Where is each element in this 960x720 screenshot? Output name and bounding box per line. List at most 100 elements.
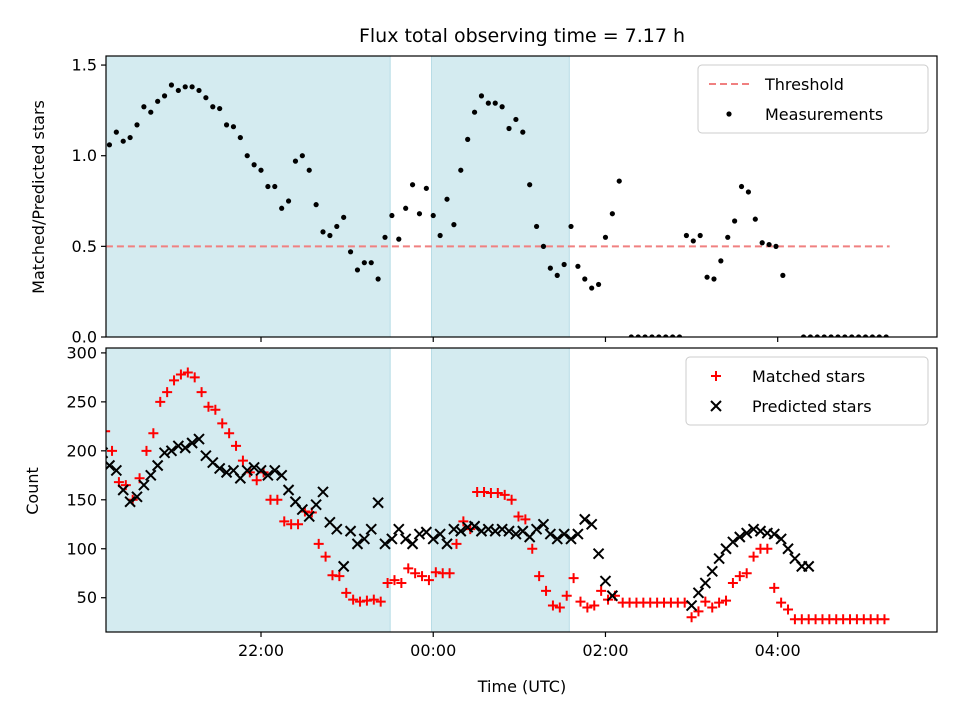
matched-star-point bbox=[444, 568, 455, 579]
measurement-point bbox=[883, 334, 889, 337]
measurement-point bbox=[148, 109, 154, 115]
matched-star-point bbox=[217, 418, 228, 429]
predicted-star-point bbox=[503, 525, 515, 537]
predicted-star-point bbox=[344, 525, 357, 537]
matched-star-point bbox=[568, 573, 579, 584]
predicted-star-point bbox=[310, 498, 322, 511]
predicted-star-point bbox=[172, 440, 185, 452]
measurement-point bbox=[299, 153, 305, 159]
measurement-point bbox=[478, 93, 485, 99]
measurement-point bbox=[458, 167, 464, 173]
measurement-point bbox=[876, 334, 882, 337]
matched-star-point bbox=[203, 401, 214, 412]
matched-star-point bbox=[341, 587, 352, 598]
matched-star-point bbox=[403, 563, 414, 574]
x-tick-label: 00:00 bbox=[410, 641, 456, 660]
measurement-point bbox=[389, 212, 395, 219]
measurement-point bbox=[745, 189, 752, 195]
measurement-point bbox=[628, 334, 634, 337]
matched-star-point bbox=[251, 475, 262, 486]
measurement-point bbox=[265, 183, 271, 190]
matched-star-point bbox=[231, 440, 242, 451]
matched-star-point bbox=[721, 595, 732, 606]
measurement-point bbox=[738, 183, 745, 190]
predicted-star-point bbox=[706, 565, 718, 577]
predicted-star-point bbox=[747, 523, 760, 535]
legend-measurements-swatch bbox=[726, 111, 732, 117]
matched-star-point bbox=[727, 578, 738, 589]
measurement-point bbox=[175, 87, 181, 94]
matched-star-point bbox=[148, 428, 159, 439]
y-tick-label: 1.5 bbox=[72, 56, 97, 75]
measurement-point bbox=[354, 267, 361, 273]
measurement-point bbox=[807, 334, 814, 337]
measurement-point bbox=[547, 265, 553, 271]
measurement-point bbox=[869, 334, 876, 337]
matched-star-point bbox=[547, 600, 558, 611]
predicted-star-point bbox=[255, 464, 267, 477]
predicted-star-point bbox=[475, 525, 488, 537]
predicted-star-point bbox=[337, 560, 350, 573]
measurement-point bbox=[513, 116, 519, 123]
matched-star-point bbox=[596, 585, 607, 596]
measurement-point bbox=[849, 334, 855, 337]
measurement-point bbox=[609, 211, 615, 217]
measurement-point bbox=[718, 258, 724, 264]
axes-frame bbox=[105, 55, 938, 338]
predicted-star-point bbox=[592, 547, 605, 560]
measurement-point bbox=[862, 334, 869, 337]
measurement-point bbox=[635, 334, 641, 337]
matched-star-point bbox=[417, 571, 428, 582]
measurement-point bbox=[244, 153, 250, 159]
measurement-point bbox=[704, 274, 710, 280]
measurement-point bbox=[320, 229, 326, 235]
predicted-star-point bbox=[117, 484, 129, 496]
matched-star-point bbox=[237, 455, 248, 466]
matched-star-point bbox=[224, 428, 235, 439]
measurement-point bbox=[396, 236, 402, 242]
predicted-star-point bbox=[406, 538, 419, 550]
measurement-point bbox=[554, 272, 560, 278]
measurement-point bbox=[217, 105, 223, 112]
observing-window-shade bbox=[431, 56, 570, 337]
measurement-point bbox=[766, 241, 772, 248]
measurement-point bbox=[485, 100, 491, 106]
matched-star-point bbox=[776, 597, 787, 608]
plot-area bbox=[106, 348, 890, 632]
measurement-point bbox=[451, 222, 457, 228]
predicted-star-point bbox=[599, 575, 612, 587]
measurement-point bbox=[602, 234, 609, 240]
measurement-point bbox=[506, 125, 512, 132]
y-tick-label: 250 bbox=[66, 392, 97, 411]
measurement-point bbox=[759, 240, 765, 246]
matched-star-point bbox=[458, 516, 469, 527]
measurement-point bbox=[642, 334, 648, 337]
measurement-point bbox=[382, 234, 388, 240]
measurement-point bbox=[189, 84, 195, 90]
measurement-point bbox=[676, 334, 683, 337]
matched-star-point bbox=[879, 614, 890, 625]
predicted-star-point bbox=[303, 510, 315, 523]
matched-star-point bbox=[169, 375, 180, 386]
legend: Matched stars Predicted stars bbox=[685, 356, 929, 426]
top-panel: 0.0 0.5 1.0 1.5 Threshold Measurements bbox=[72, 55, 938, 347]
predicted-star-point bbox=[193, 433, 205, 445]
matched-star-point bbox=[527, 543, 538, 554]
legend-matched-label: Matched stars bbox=[752, 367, 865, 386]
measurement-point bbox=[835, 334, 841, 337]
matched-star-point bbox=[348, 594, 359, 605]
matched-star-point bbox=[492, 487, 503, 498]
matched-star-point bbox=[313, 538, 324, 549]
bottom-y-axis-label: Count bbox=[23, 467, 42, 515]
measurement-point bbox=[430, 212, 436, 219]
measurement-point bbox=[499, 104, 505, 110]
predicted-star-point bbox=[537, 518, 550, 530]
chart-title: Flux total observing time = 7.17 h bbox=[359, 25, 685, 47]
matched-star-point bbox=[714, 597, 725, 608]
predicted-star-point bbox=[399, 533, 412, 545]
legend-box bbox=[685, 356, 929, 426]
predicted-star-point bbox=[565, 533, 577, 545]
axes-frame bbox=[105, 347, 938, 633]
predicted-star-point bbox=[179, 442, 191, 454]
matched-star-point bbox=[162, 387, 173, 398]
